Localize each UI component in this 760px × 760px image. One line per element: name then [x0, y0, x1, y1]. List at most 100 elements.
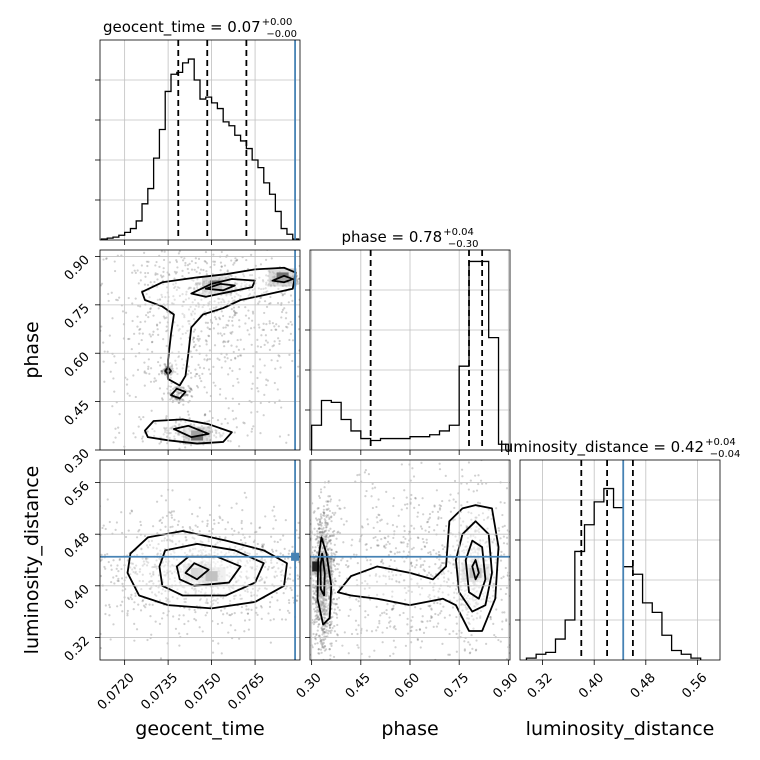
scatter-point [379, 560, 383, 563]
scatter-point [206, 561, 209, 564]
scatter-point [314, 668, 316, 670]
scatter-point [152, 314, 155, 317]
scatter-point [227, 631, 230, 634]
scatter-point [137, 603, 140, 606]
scatter-point [328, 517, 331, 521]
scatter-point [199, 540, 202, 543]
scatter-point [447, 653, 450, 656]
scatter-point [406, 617, 409, 620]
scatter-point [476, 546, 480, 549]
scatter-point [426, 454, 428, 456]
scatter-point [324, 521, 327, 524]
scatter-point [320, 639, 323, 642]
scatter-point [114, 361, 117, 364]
scatter-point [64, 353, 66, 355]
scatter-point [80, 565, 82, 567]
scatter-point [419, 434, 421, 436]
scatter-point [289, 577, 292, 581]
scatter-point [133, 567, 137, 570]
scatter-point [193, 328, 197, 331]
scatter-point [321, 602, 324, 605]
scatter-point [523, 636, 525, 638]
scatter-point [263, 558, 266, 562]
scatter-point [384, 575, 387, 578]
scatter-point [325, 587, 328, 590]
scatter-point [203, 280, 206, 283]
scatter-point [319, 603, 322, 606]
scatter-point [236, 377, 239, 381]
scatter-point [263, 581, 266, 584]
scatter-point [237, 381, 240, 384]
scatter-point [249, 327, 253, 330]
scatter-point [173, 218, 175, 220]
scatter-point [248, 535, 251, 538]
scatter-point [209, 562, 212, 565]
scatter-point [153, 377, 156, 380]
scatter-point [184, 597, 188, 600]
scatter-point [177, 392, 180, 395]
scatter-point [336, 634, 339, 637]
scatter-point [455, 632, 458, 635]
scatter-point [188, 319, 191, 323]
scatter-point [233, 566, 236, 569]
scatter-point [169, 247, 171, 249]
scatter-point [237, 230, 239, 232]
scatter-point [315, 609, 318, 613]
scatter-point [449, 493, 452, 496]
scatter-point [197, 281, 200, 285]
scatter-point [364, 434, 366, 436]
scatter-point [190, 388, 193, 391]
scatter-point [162, 612, 165, 615]
scatter-point [203, 386, 206, 389]
scatter-point [208, 513, 212, 517]
scatter-point [262, 287, 265, 290]
scatter-point [329, 498, 333, 501]
scatter-point [211, 651, 215, 654]
scatter-point [395, 573, 398, 577]
scatter-point [475, 639, 478, 642]
scatter-point [190, 268, 194, 271]
scatter-point [148, 580, 151, 583]
scatter-point [232, 587, 235, 590]
scatter-point [499, 559, 503, 562]
scatter-point [492, 539, 496, 542]
scatter-point [195, 270, 198, 273]
scatter-point [74, 243, 76, 245]
title-value: phase = 0.78 [341, 228, 442, 246]
scatter-point [261, 546, 265, 549]
scatter-point [276, 540, 279, 544]
scatter-point [419, 646, 422, 649]
scatter-point [339, 271, 341, 273]
scatter-point [209, 605, 212, 608]
scatter-point [222, 586, 225, 590]
scatter-point [200, 292, 203, 295]
scatter-point [245, 258, 248, 262]
scatter-point [121, 582, 124, 585]
scatter-point [165, 365, 168, 368]
scatter-point [243, 193, 245, 195]
scatter-point [119, 604, 122, 607]
scatter-point [312, 296, 314, 298]
scatter-point [208, 281, 211, 285]
scatter-point [82, 526, 84, 528]
scatter-point [275, 591, 278, 595]
scatter-point [212, 599, 216, 602]
scatter-point [273, 576, 276, 579]
scatter-point [333, 608, 336, 611]
scatter-point [168, 600, 171, 603]
scatter-point [14, 613, 16, 615]
scatter-point [214, 316, 217, 319]
scatter-point [188, 386, 191, 389]
scatter-point [270, 559, 273, 562]
scatter-point [325, 529, 328, 532]
scatter-point [198, 598, 202, 602]
scatter-point [201, 284, 205, 287]
scatter-point [271, 666, 273, 668]
scatter-point [383, 611, 386, 614]
scatter-point [453, 563, 456, 566]
scatter-point [458, 711, 460, 713]
scatter-point [324, 519, 327, 522]
scatter-point [276, 301, 280, 305]
scatter-point [220, 301, 223, 304]
scatter-point [130, 667, 132, 669]
